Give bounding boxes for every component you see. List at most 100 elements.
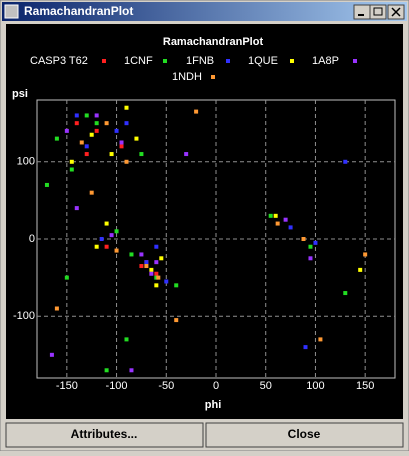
window-icon xyxy=(4,4,19,19)
point xyxy=(174,318,179,323)
point xyxy=(139,152,144,157)
point xyxy=(94,121,99,126)
attributes-button[interactable]: Attributes... xyxy=(5,422,204,448)
x-tick-label: 150 xyxy=(356,380,374,392)
close-window-button[interactable] xyxy=(387,4,405,20)
point xyxy=(308,256,313,261)
point xyxy=(358,267,363,272)
point xyxy=(275,221,280,226)
y-tick-label: 100 xyxy=(17,156,35,168)
point xyxy=(69,167,74,172)
legend-label: CASP3 T62 xyxy=(30,55,88,67)
legend-swatch xyxy=(226,59,230,63)
point xyxy=(301,237,306,241)
point xyxy=(114,128,119,133)
y-axis-label: psi xyxy=(12,88,28,100)
x-tick-label: 50 xyxy=(260,380,272,392)
x-tick-label: 0 xyxy=(213,380,219,392)
point xyxy=(104,221,109,226)
point xyxy=(129,252,134,257)
point xyxy=(164,279,169,284)
point xyxy=(94,244,99,249)
point xyxy=(154,271,159,276)
point xyxy=(119,144,124,149)
point xyxy=(273,213,278,218)
point xyxy=(69,159,74,164)
legend-swatch xyxy=(163,59,167,63)
y-tick-label: 0 xyxy=(29,233,35,245)
point xyxy=(154,260,159,265)
point xyxy=(79,140,84,145)
point xyxy=(64,128,69,133)
point xyxy=(149,271,154,276)
point xyxy=(194,109,199,114)
point xyxy=(114,229,119,234)
point xyxy=(94,113,99,118)
point xyxy=(54,306,59,311)
legend-label: 1NDH xyxy=(172,71,202,83)
point xyxy=(268,213,273,218)
point xyxy=(343,291,348,296)
point xyxy=(44,182,49,187)
point xyxy=(104,121,109,126)
maximize-button[interactable] xyxy=(369,4,387,20)
point xyxy=(89,190,94,195)
point xyxy=(283,217,288,222)
legend-swatch xyxy=(211,75,215,79)
window-title: RamachandranPlot xyxy=(24,4,133,18)
point xyxy=(156,275,161,280)
x-axis-label: phi xyxy=(205,399,222,411)
point xyxy=(74,113,79,118)
point xyxy=(144,264,149,269)
point xyxy=(154,283,159,288)
point xyxy=(318,337,323,342)
point xyxy=(124,159,129,164)
point xyxy=(184,152,189,157)
close-button[interactable]: Close xyxy=(205,422,404,448)
point xyxy=(119,140,124,145)
point xyxy=(109,152,114,157)
chart-panel xyxy=(6,24,403,419)
chart-title: RamachandranPlot xyxy=(163,36,264,48)
point xyxy=(99,237,104,241)
point xyxy=(74,206,79,211)
point xyxy=(154,244,159,249)
point xyxy=(74,121,79,126)
point xyxy=(124,121,129,126)
legend-label: 1CNF xyxy=(124,55,153,67)
point xyxy=(288,225,293,230)
minimize-button[interactable] xyxy=(353,4,371,20)
legend-swatch xyxy=(290,59,294,63)
point xyxy=(363,252,368,257)
point xyxy=(109,233,114,238)
point xyxy=(124,337,129,342)
point xyxy=(129,368,134,373)
x-tick-label: -50 xyxy=(158,380,174,392)
title-bar xyxy=(2,2,407,21)
point xyxy=(139,264,144,269)
point xyxy=(84,144,89,149)
point xyxy=(49,352,54,357)
point xyxy=(124,105,129,110)
button-label: Attributes... xyxy=(71,427,138,441)
point xyxy=(94,128,99,133)
button-label: Close xyxy=(288,427,321,441)
y-tick-label: -100 xyxy=(13,310,35,322)
point xyxy=(84,152,89,157)
point xyxy=(84,113,89,118)
point xyxy=(104,244,109,249)
point xyxy=(54,136,59,141)
point xyxy=(104,368,109,373)
point xyxy=(343,159,348,164)
point xyxy=(313,240,318,245)
x-tick-label: -150 xyxy=(56,380,78,392)
legend-swatch xyxy=(102,59,106,63)
point xyxy=(174,283,179,288)
point xyxy=(308,244,313,249)
point xyxy=(303,345,308,350)
point xyxy=(159,256,164,261)
point xyxy=(114,248,119,253)
legend-label: 1FNB xyxy=(186,55,214,67)
legend-swatch xyxy=(353,59,357,63)
